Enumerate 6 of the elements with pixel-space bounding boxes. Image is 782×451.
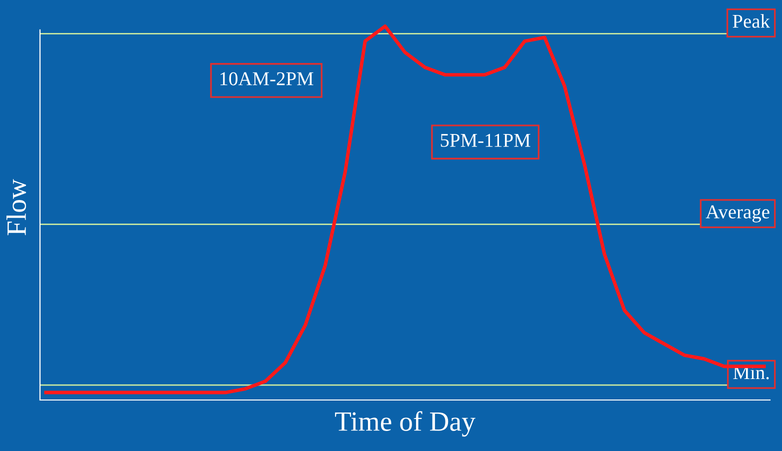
ref-line-label: Average bbox=[706, 205, 770, 222]
y-axis-title: Flow bbox=[6, 179, 26, 236]
annotation: 5PM-11PM bbox=[440, 134, 530, 147]
annotation: 10AM-2PM bbox=[220, 72, 314, 86]
x-axis-title: Time of Day bbox=[335, 411, 476, 437]
ref-line-label: Peak bbox=[732, 14, 770, 28]
